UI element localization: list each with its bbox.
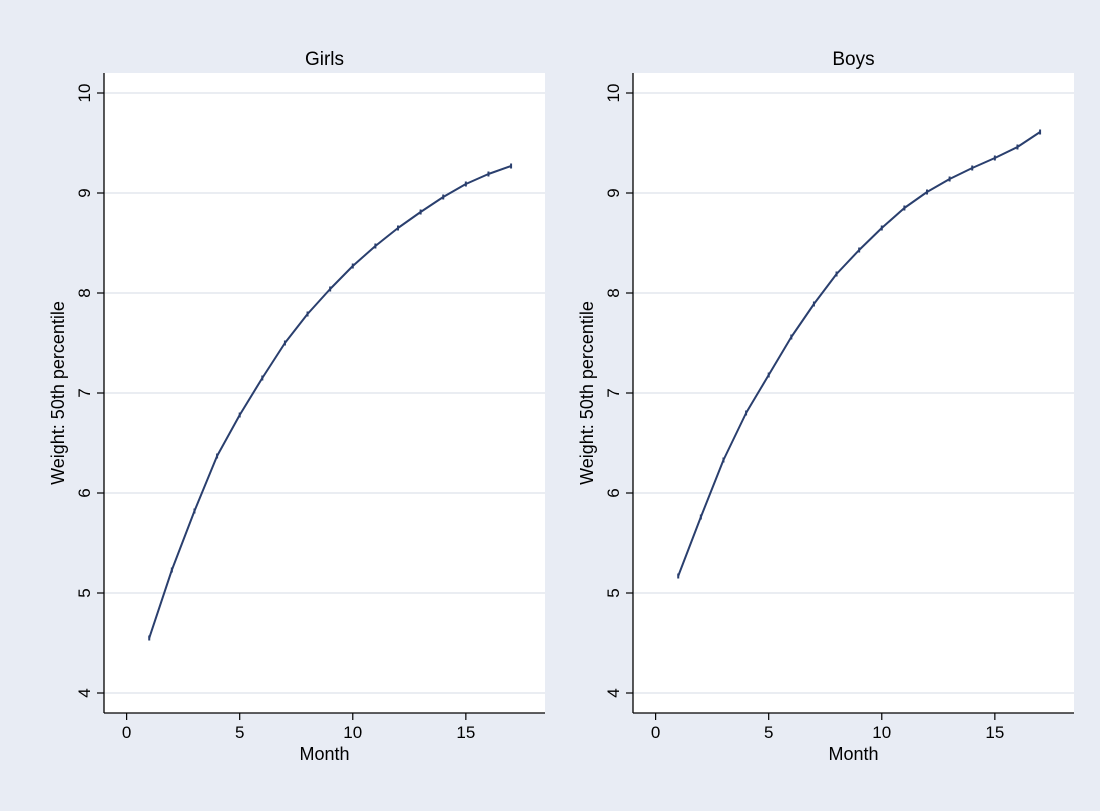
x-tick-label-5: 5 — [235, 723, 244, 742]
y-tick-label-5: 5 — [75, 588, 94, 597]
x-tick-label-0: 0 — [122, 723, 131, 742]
x-axis-title: Month — [828, 744, 878, 764]
y-tick-label-9: 9 — [604, 188, 623, 197]
chart-panel-boys: 4 5 6 7 8 9 10 0 5 10 15 Month Weight: 50th percenti… — [577, 49, 1074, 764]
x-tick-label-15: 15 — [456, 723, 475, 742]
panel-title-girls: Girls — [305, 49, 344, 70]
x-tick-label-10: 10 — [343, 723, 362, 742]
y-tick-label-6: 6 — [604, 488, 623, 497]
y-tick-label-6: 6 — [75, 488, 94, 497]
x-tick-label-15: 15 — [985, 723, 1004, 742]
x-tick-label-5: 5 — [764, 723, 773, 742]
y-tick-label-4: 4 — [75, 688, 94, 697]
y-axis-title: Weight: 50th percentile — [48, 301, 68, 485]
y-tick-label-9: 9 — [75, 188, 94, 197]
y-tick-label-7: 7 — [75, 388, 94, 397]
y-tick-label-10: 10 — [604, 84, 623, 103]
y-tick-label-8: 8 — [75, 288, 94, 297]
chart-panel-girls: 4 5 6 7 8 9 10 0 5 10 15 Month Weight: 50th percenti… — [48, 49, 545, 764]
y-tick-label-8: 8 — [604, 288, 623, 297]
panel-title-boys: Boys — [832, 49, 874, 70]
y-tick-label-10: 10 — [75, 84, 94, 103]
y-tick-label-5: 5 — [604, 588, 623, 597]
x-axis-title: Month — [299, 744, 349, 764]
panels: 4 5 6 7 8 9 10 0 5 10 15 Month Weight: 50th percenti… — [48, 49, 1074, 764]
y-tick-label-7: 7 — [604, 388, 623, 397]
y-axis-title: Weight: 50th percentile — [577, 301, 597, 485]
x-tick-label-0: 0 — [651, 723, 660, 742]
x-tick-label-10: 10 — [872, 723, 891, 742]
y-tick-label-4: 4 — [604, 688, 623, 697]
